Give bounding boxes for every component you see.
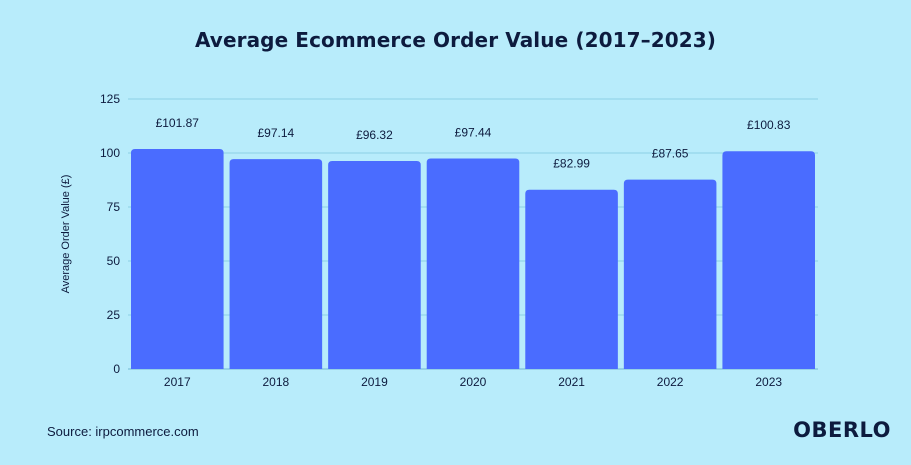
- y-tick-label: 25: [107, 308, 121, 322]
- data-label: £96.32: [356, 128, 393, 142]
- x-tick-label: 2021: [558, 375, 585, 389]
- bar-2021: [525, 189, 618, 369]
- y-tick-label: 75: [107, 200, 121, 214]
- chart-title: Average Ecommerce Order Value (2017–2023…: [194, 28, 717, 52]
- y-tick-label: 100: [100, 146, 120, 160]
- data-label: £82.99: [553, 157, 590, 171]
- data-label: £100.83: [747, 118, 791, 132]
- bar-2018: [229, 159, 323, 369]
- x-tick-label: 2018: [263, 375, 290, 389]
- data-label: £101.87: [156, 116, 200, 130]
- y-tick-label: 0: [113, 362, 120, 376]
- x-tick-label: 2017: [164, 375, 191, 389]
- source-note: Source: irpcommerce.com: [47, 424, 199, 439]
- bar-2019: [328, 160, 421, 369]
- x-tick-label: 2023: [755, 375, 782, 389]
- y-axis-label: Average Order Value (£): [60, 175, 72, 294]
- data-label: £87.65: [652, 147, 689, 161]
- x-tick-label: 2019: [361, 375, 388, 389]
- x-tick-label: 2022: [657, 375, 684, 389]
- y-tick-label: 50: [107, 254, 121, 268]
- bar-2022: [623, 179, 717, 369]
- x-tick-label: 2020: [460, 375, 487, 389]
- data-label: £97.14: [258, 126, 295, 140]
- data-label: £97.44: [455, 126, 492, 140]
- bar-2017: [131, 148, 224, 369]
- y-tick-label: 125: [100, 92, 120, 106]
- bar-2023: [722, 151, 815, 369]
- brand-logo: OBERLO: [793, 418, 891, 442]
- bar-2020: [426, 158, 520, 369]
